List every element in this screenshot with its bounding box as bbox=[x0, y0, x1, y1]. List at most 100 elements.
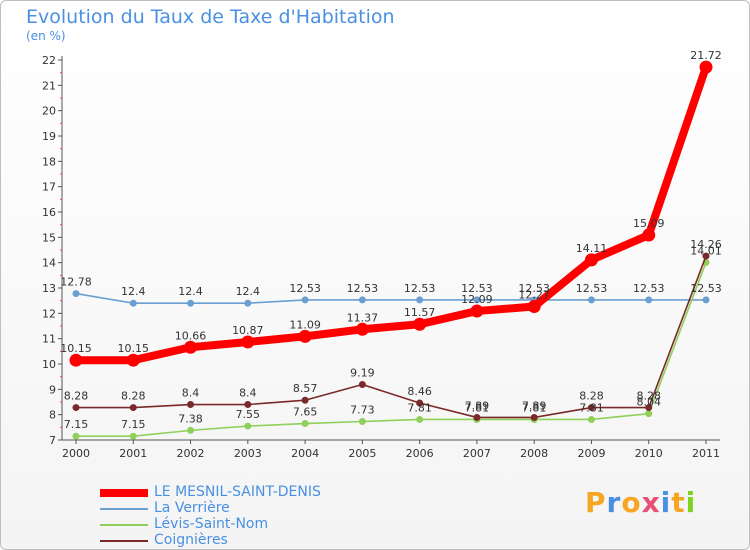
y-tick-label: 7 bbox=[49, 434, 56, 447]
data-label-0: 10.15 bbox=[118, 342, 150, 355]
data-point-0 bbox=[126, 353, 140, 367]
y-tick-label: 21 bbox=[42, 79, 56, 92]
y-tick-label: 10 bbox=[42, 358, 56, 371]
chart-subtitle: (en %) bbox=[26, 29, 66, 43]
data-point-1 bbox=[129, 299, 137, 307]
data-label-0: 10.15 bbox=[60, 342, 92, 355]
legend-swatch-mesnil bbox=[100, 489, 148, 497]
data-label-2: 7.38 bbox=[178, 412, 203, 425]
data-label-1: 12.53 bbox=[518, 282, 550, 295]
data-label-3: 8.28 bbox=[64, 390, 89, 403]
data-label-0: 12.09 bbox=[461, 293, 493, 306]
data-point-2 bbox=[129, 432, 137, 440]
data-point-0 bbox=[527, 299, 541, 313]
data-label-3: 8.4 bbox=[182, 387, 200, 400]
data-point-3 bbox=[72, 404, 80, 412]
data-point-2 bbox=[416, 415, 424, 423]
legend-swatch-verriere bbox=[100, 508, 148, 510]
data-point-3 bbox=[473, 413, 481, 421]
data-label-3: 8.28 bbox=[579, 390, 604, 403]
x-tick-label: 2008 bbox=[520, 447, 548, 460]
proxiti-logo: Proxiti bbox=[585, 486, 697, 519]
series-line-0 bbox=[76, 65, 710, 365]
y-tick-label: 18 bbox=[42, 155, 56, 168]
data-point-3 bbox=[587, 404, 595, 412]
x-tick-label: 2005 bbox=[348, 447, 376, 460]
y-tick-label: 9 bbox=[49, 383, 56, 396]
legend-swatch-coignieres bbox=[100, 540, 148, 542]
y-tick-label: 15 bbox=[42, 231, 56, 244]
data-label-0: 10.66 bbox=[175, 329, 207, 342]
data-point-0 bbox=[184, 340, 198, 354]
data-label-1: 12.53 bbox=[633, 282, 665, 295]
data-point-2 bbox=[244, 422, 252, 430]
data-label-2: 8.04 bbox=[636, 396, 661, 409]
y-tick-label: 13 bbox=[42, 282, 56, 295]
legend-label-levis: Lévis-Saint-Nom bbox=[154, 516, 269, 532]
data-point-3 bbox=[530, 413, 538, 421]
series-line-3 bbox=[76, 255, 707, 419]
data-label-3: 8.46 bbox=[407, 385, 432, 398]
data-label-1: 12.4 bbox=[236, 285, 261, 298]
data-point-2 bbox=[72, 432, 80, 440]
y-tick-label: 20 bbox=[42, 105, 56, 118]
data-point-0 bbox=[584, 253, 598, 267]
data-point-0 bbox=[413, 317, 427, 331]
series-line-1 bbox=[75, 292, 706, 305]
data-point-0 bbox=[470, 304, 484, 318]
data-label-0: 11.09 bbox=[289, 318, 321, 331]
legend-swatch-levis bbox=[100, 524, 148, 526]
data-point-1 bbox=[702, 296, 710, 304]
data-point-3 bbox=[358, 381, 366, 389]
data-label-1: 12.53 bbox=[461, 282, 493, 295]
data-label-0: 21.72 bbox=[690, 49, 722, 62]
x-tick-label: 2011 bbox=[692, 447, 720, 460]
data-label-2: 7.73 bbox=[350, 404, 375, 417]
data-label-3: 8.28 bbox=[636, 390, 661, 403]
y-tick-label: 19 bbox=[42, 130, 56, 143]
y-tick-label: 17 bbox=[42, 181, 56, 194]
data-label-2: 14.01 bbox=[690, 244, 722, 257]
data-point-1 bbox=[416, 296, 424, 304]
y-tick-label: 11 bbox=[42, 333, 56, 346]
data-label-2: 7.15 bbox=[64, 418, 89, 431]
series-line-2 bbox=[76, 262, 707, 438]
data-label-0: 11.37 bbox=[347, 311, 379, 324]
x-tick-label: 2002 bbox=[177, 447, 205, 460]
data-label-2: 7.81 bbox=[579, 401, 604, 414]
data-label-0: 12.27 bbox=[518, 288, 550, 301]
data-point-1 bbox=[244, 299, 252, 307]
data-label-2: 7.15 bbox=[121, 418, 146, 431]
data-point-2 bbox=[358, 418, 366, 426]
data-label-3: 8.57 bbox=[293, 382, 318, 395]
legend-label-verriere: La Verrière bbox=[154, 500, 230, 516]
data-point-0 bbox=[298, 329, 312, 343]
data-point-3 bbox=[645, 404, 653, 412]
data-point-3 bbox=[244, 401, 252, 409]
data-point-1 bbox=[587, 296, 595, 304]
data-label-2: 7.65 bbox=[293, 406, 318, 419]
data-point-3 bbox=[301, 396, 309, 404]
chart-title: Evolution du Taux de Taxe d'Habitation bbox=[26, 6, 395, 28]
data-point-3 bbox=[129, 404, 137, 412]
data-label-1: 12.53 bbox=[347, 282, 379, 295]
data-label-3: 7.89 bbox=[465, 399, 490, 412]
data-label-1: 12.53 bbox=[690, 282, 722, 295]
data-point-2 bbox=[645, 410, 653, 418]
data-label-2: 7.81 bbox=[522, 401, 547, 414]
data-label-2: 7.81 bbox=[407, 401, 432, 414]
data-point-2 bbox=[301, 420, 309, 428]
data-label-1: 12.53 bbox=[576, 282, 608, 295]
x-tick-label: 2010 bbox=[635, 447, 663, 460]
legend-label-mesnil: LE MESNIL-SAINT-DENIS bbox=[154, 484, 321, 500]
data-point-0 bbox=[355, 322, 369, 336]
x-tick-label: 2000 bbox=[62, 447, 90, 460]
data-label-3: 9.19 bbox=[350, 367, 375, 380]
x-tick-label: 2007 bbox=[463, 447, 491, 460]
data-point-3 bbox=[702, 252, 710, 260]
x-tick-label: 2009 bbox=[577, 447, 605, 460]
x-tick-label: 2004 bbox=[291, 447, 319, 460]
data-point-3 bbox=[416, 399, 424, 407]
y-tick-label: 14 bbox=[42, 257, 56, 270]
